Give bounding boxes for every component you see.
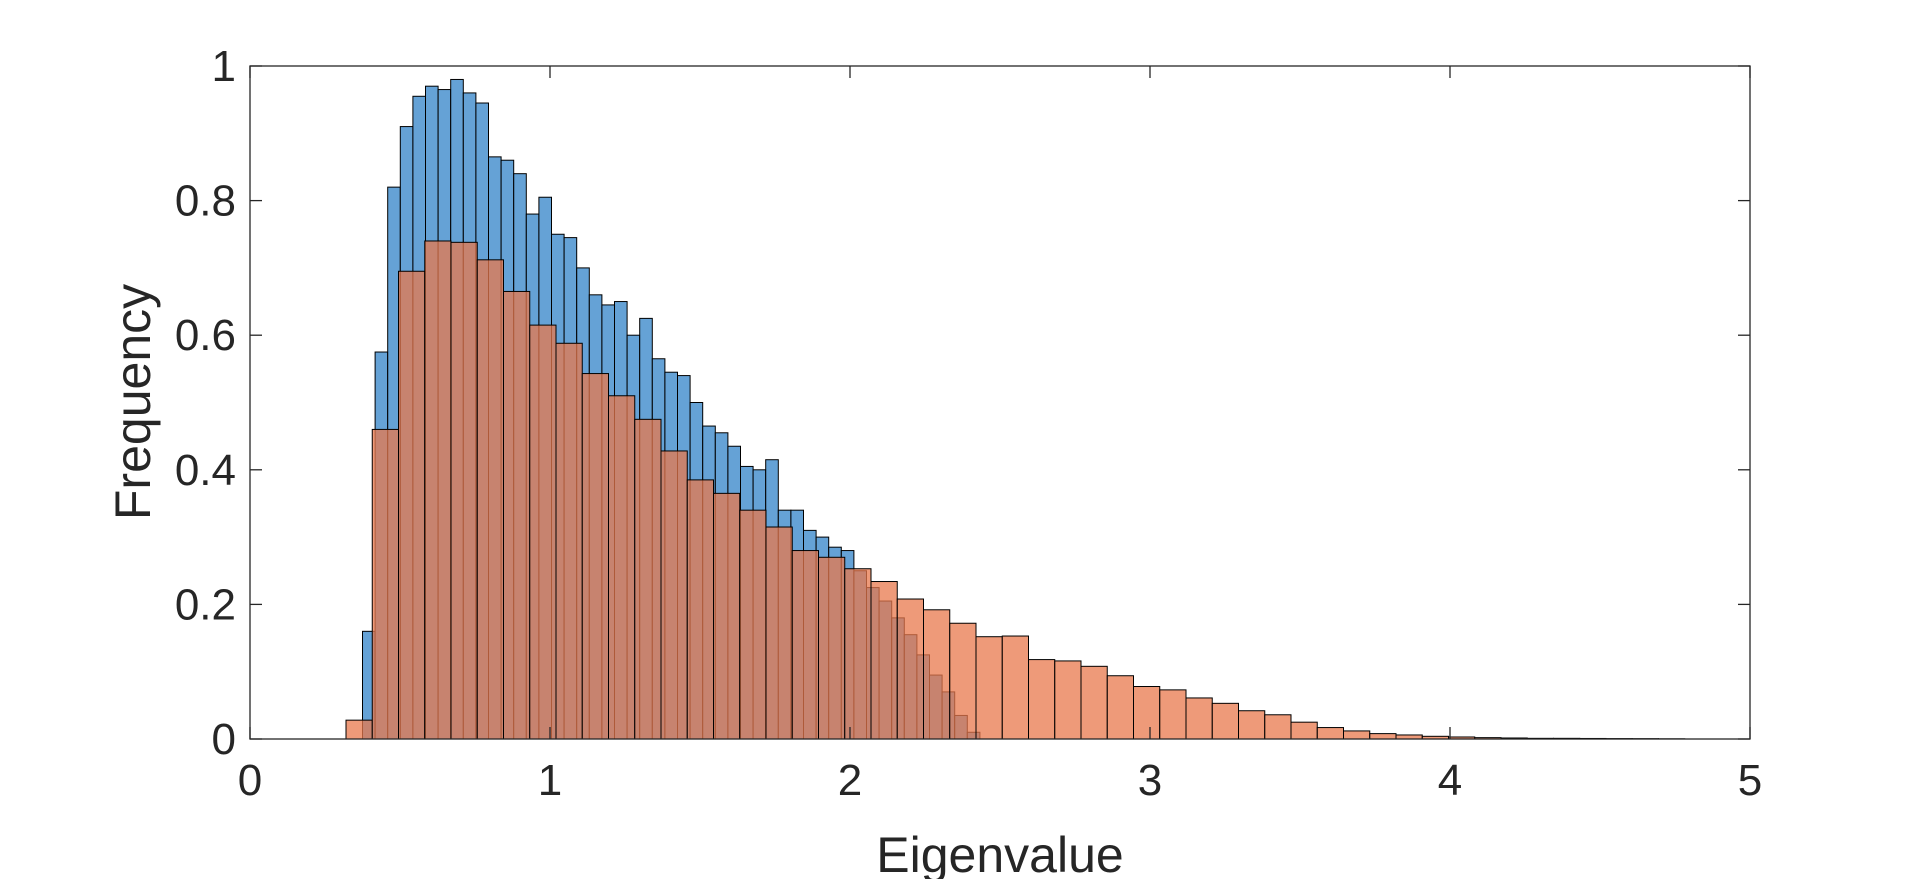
bar-series2-bin-39: [1369, 733, 1397, 740]
bar-series2-bin-11: [634, 418, 662, 740]
bar-series2-bin-25: [1001, 635, 1029, 740]
bar-series2-bin-35: [1264, 714, 1292, 740]
y-tick-label-1: 0.2: [175, 580, 236, 629]
bar-series2-bin-21: [896, 598, 924, 740]
bar-series2-bin-4: [450, 241, 478, 740]
x-tick-label-4: 4: [1438, 756, 1462, 805]
ticks-layer: 0 1 2 3 4 5 0 0.2 0.4 0.6 0.8 1: [175, 42, 1762, 805]
bar-series2-bin-16: [765, 526, 793, 740]
bar-series2-bin-27: [1054, 660, 1082, 740]
bar-series2-bin-23: [949, 622, 977, 740]
bar-series2-bin-9: [581, 373, 609, 740]
bar-series2-bin-2: [398, 270, 426, 740]
x-tick-label-3: 3: [1138, 756, 1162, 805]
bar-series2-bin-37: [1316, 727, 1344, 740]
bar-series2-bin-12: [660, 450, 688, 740]
bar-series2-bin-26: [1028, 659, 1056, 740]
bar-series2-bin-28: [1080, 665, 1108, 740]
x-axis-label: Eigenvalue: [876, 827, 1123, 879]
bar-series2-bin-5: [476, 259, 504, 740]
bar-series2-bin-20: [870, 581, 898, 740]
bar-series2-bin-3: [424, 240, 452, 740]
bar-series2-bin-15: [739, 509, 767, 740]
x-tick-label-5: 5: [1738, 756, 1762, 805]
y-tick-label-2: 0.4: [175, 446, 236, 495]
bar-series2-bin-32: [1185, 697, 1213, 740]
bar-series2-bin-17: [791, 550, 819, 740]
bar-series2-bin-18: [818, 556, 846, 740]
bar-series2-bin-34: [1238, 710, 1266, 740]
bar-series2-bin-24: [975, 636, 1003, 740]
bar-series2-bin-7: [529, 324, 557, 740]
bar-series2-bin-0: [345, 719, 373, 740]
series-2: [345, 240, 1686, 740]
bar-series2-bin-22: [923, 609, 951, 740]
y-tick-label-3: 0.6: [175, 311, 236, 360]
bar-series2-bin-31: [1159, 689, 1187, 740]
bar-series2-bin-36: [1290, 721, 1318, 740]
x-tick-label-2: 2: [838, 756, 862, 805]
bar-series2-bin-33: [1211, 702, 1239, 740]
bar-series2-bin-10: [608, 395, 636, 740]
bar-series2-bin-38: [1343, 730, 1371, 740]
bar-series2-bin-29: [1106, 675, 1134, 740]
x-tick-label-1: 1: [538, 756, 562, 805]
bar-series2-bin-14: [713, 492, 741, 740]
bar-series2-bin-1: [371, 428, 399, 740]
bar-series2-bin-13: [686, 479, 714, 740]
bar-series2-bin-30: [1133, 686, 1161, 740]
y-tick-label-0: 0: [212, 715, 236, 764]
y-tick-label-4: 0.8: [175, 177, 236, 226]
bar-series2-bin-19: [844, 568, 872, 740]
axes-box: [249, 65, 1751, 740]
bar-series2-bin-8: [555, 342, 583, 740]
y-axis-label: Frequency: [105, 284, 161, 520]
x-tick-label-0: 0: [238, 756, 262, 805]
bar-series2-bin-6: [503, 290, 531, 740]
y-tick-label-5: 1: [212, 42, 236, 91]
